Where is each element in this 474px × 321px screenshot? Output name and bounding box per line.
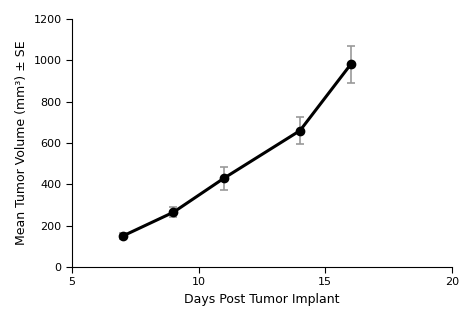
X-axis label: Days Post Tumor Implant: Days Post Tumor Implant <box>184 293 340 306</box>
Y-axis label: Mean Tumor Volume (mm³) ± SE: Mean Tumor Volume (mm³) ± SE <box>15 41 28 245</box>
